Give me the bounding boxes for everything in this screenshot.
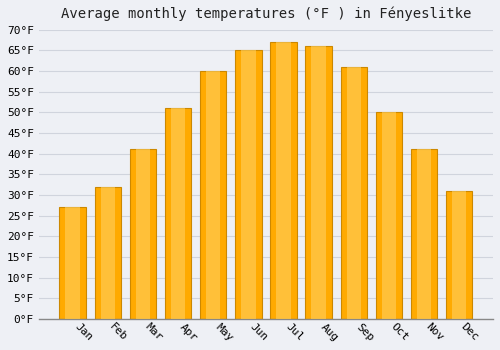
Bar [94,187,121,319]
Bar [100,187,115,319]
Title: Average monthly temperatures (°F ) in Fényeslitke: Average monthly temperatures (°F ) in Fé… [60,7,471,21]
Bar [136,149,150,319]
Bar [270,42,296,319]
Bar [200,71,226,319]
Bar [171,108,186,319]
Bar [376,112,402,319]
Bar [306,46,332,319]
Bar [235,50,262,319]
Bar [382,112,396,319]
Bar [241,50,256,319]
Bar [446,191,472,319]
Bar [60,207,86,319]
Bar [452,191,466,319]
Bar [346,67,361,319]
Bar [312,46,326,319]
Bar [340,67,367,319]
Bar [130,149,156,319]
Bar [206,71,220,319]
Bar [66,207,80,319]
Bar [165,108,191,319]
Bar [417,149,432,319]
Bar [276,42,291,319]
Bar [411,149,438,319]
